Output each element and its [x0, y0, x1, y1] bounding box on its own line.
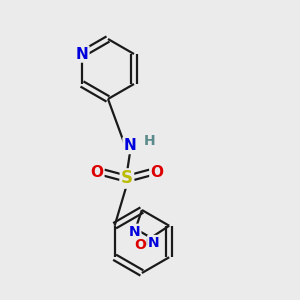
- Text: S: S: [121, 169, 133, 188]
- Text: O: O: [134, 238, 146, 252]
- Text: O: O: [150, 165, 164, 180]
- Text: N: N: [148, 236, 160, 250]
- Text: O: O: [90, 165, 104, 180]
- Text: H: H: [144, 134, 155, 148]
- Text: N: N: [129, 225, 140, 239]
- Text: N: N: [76, 46, 88, 62]
- Text: N: N: [124, 138, 136, 153]
